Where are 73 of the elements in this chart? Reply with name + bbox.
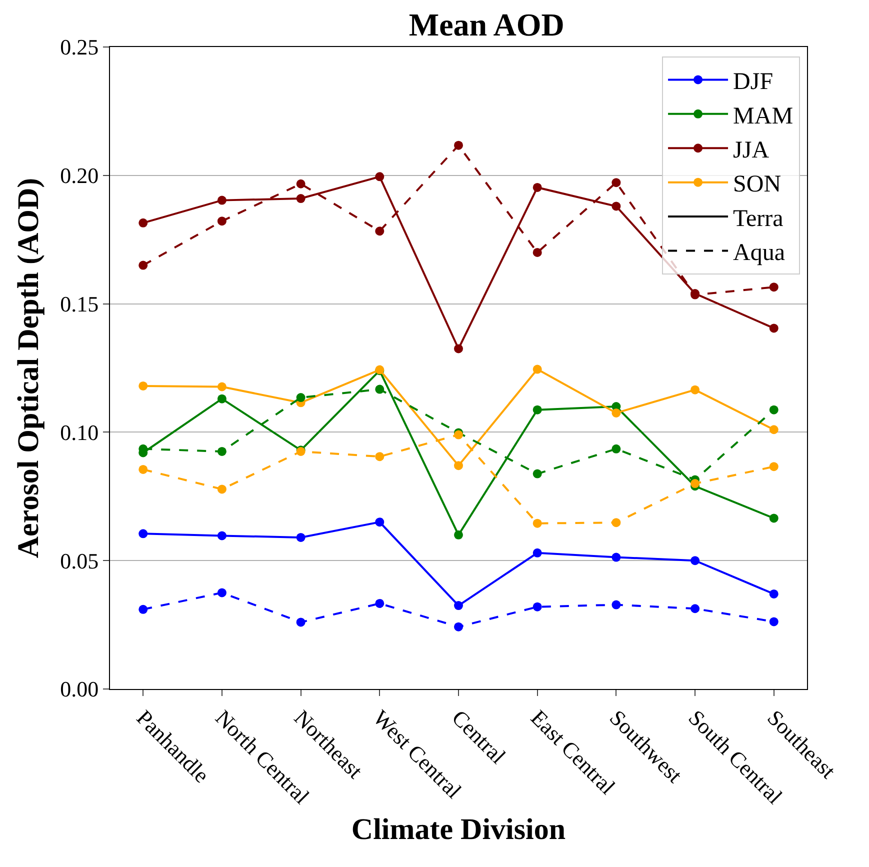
point <box>375 452 384 462</box>
point <box>769 589 778 598</box>
point <box>138 218 148 228</box>
point <box>532 182 542 192</box>
point <box>612 444 621 454</box>
point <box>532 469 542 478</box>
point <box>375 598 384 608</box>
point <box>217 196 226 205</box>
point <box>375 226 384 236</box>
point <box>532 248 542 257</box>
point <box>769 405 778 414</box>
y-tick-label: 0.25 <box>60 34 99 60</box>
point <box>375 172 384 182</box>
point <box>612 600 621 610</box>
point <box>138 604 148 614</box>
point <box>612 552 621 562</box>
point <box>690 385 700 394</box>
legend-label: MAM <box>733 103 794 130</box>
point <box>217 216 226 226</box>
point <box>454 530 463 540</box>
point <box>532 602 542 612</box>
point <box>375 518 384 527</box>
point <box>612 202 621 211</box>
legend-label: Aqua <box>733 240 786 266</box>
point <box>454 344 463 354</box>
point <box>296 532 306 542</box>
point <box>217 588 226 598</box>
point <box>769 514 778 523</box>
point <box>454 601 463 610</box>
point <box>769 425 778 434</box>
point <box>769 282 778 292</box>
legend-label: SON <box>733 172 782 198</box>
point <box>375 384 384 394</box>
point <box>612 518 621 528</box>
point <box>138 464 148 474</box>
point <box>296 393 306 402</box>
point <box>138 529 148 538</box>
x-axis-title: Climate Division <box>351 813 566 846</box>
point <box>217 394 226 404</box>
point <box>454 461 463 470</box>
point <box>612 178 621 188</box>
point <box>769 617 778 626</box>
point <box>454 622 463 632</box>
y-tick-label: 0.00 <box>60 676 99 702</box>
point <box>138 260 148 270</box>
legend-label: DJF <box>733 69 774 96</box>
point <box>217 531 226 540</box>
point <box>690 556 700 566</box>
point <box>532 518 542 528</box>
point <box>612 408 621 418</box>
legend-label: JJA <box>733 137 770 164</box>
point <box>690 604 700 614</box>
point <box>217 484 226 494</box>
y-tick-label: 0.15 <box>60 292 99 316</box>
legend-label: Terra <box>733 206 784 232</box>
y-tick-label: 0.10 <box>60 420 99 445</box>
point <box>296 194 306 204</box>
chart-title: Mean AOD <box>408 6 564 42</box>
point <box>296 179 306 188</box>
y-axis-title: Aerosol Optical Depth (AOD) <box>12 178 46 558</box>
point <box>217 446 226 456</box>
point <box>532 548 542 558</box>
point <box>769 462 778 472</box>
point <box>690 479 700 488</box>
y-tick-label: 0.20 <box>60 163 99 188</box>
point <box>217 382 226 392</box>
point <box>138 381 148 390</box>
point <box>769 324 778 333</box>
y-tick-label: 0.05 <box>60 548 99 574</box>
point <box>454 140 463 150</box>
point <box>532 364 542 374</box>
point <box>532 405 542 414</box>
point <box>296 618 306 627</box>
